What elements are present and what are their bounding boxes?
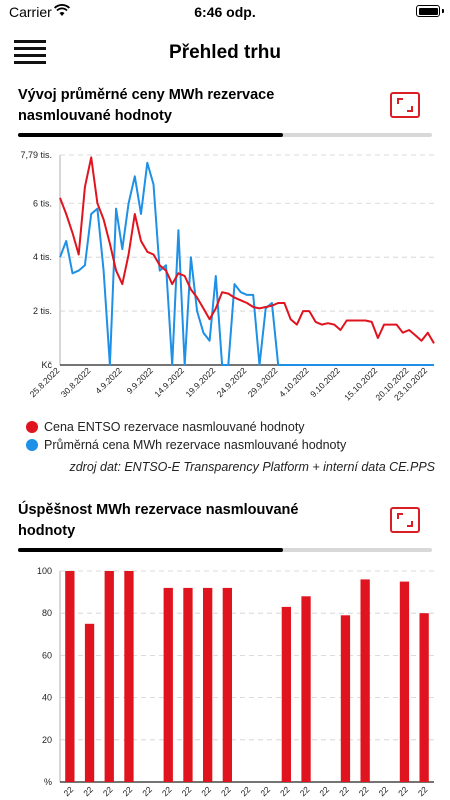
y-tick-label: 60	[42, 650, 52, 660]
page-title: Přehled trhu	[169, 42, 281, 63]
y-tick-label: 20	[42, 735, 52, 745]
y-tick-label: 100	[37, 566, 52, 576]
x-tick-label: 22	[337, 784, 351, 798]
x-tick-label: 22	[180, 784, 194, 798]
bar	[104, 571, 114, 782]
carrier-label: Carrier	[9, 4, 52, 20]
x-tick-label: 14.9.2022	[152, 365, 186, 399]
x-tick-label: 22	[121, 784, 135, 798]
series-line-entso	[59, 156, 435, 344]
navigation-bar: Přehled trhu	[0, 30, 450, 76]
wifi-icon	[54, 4, 70, 16]
x-tick-label: 22	[140, 784, 154, 798]
legend-item-entso: Cena ENTSO rezervace nasmlouvané hodnoty	[26, 418, 346, 436]
x-tick-label: 22	[61, 784, 75, 798]
x-tick-label: 22	[376, 784, 390, 798]
battery-icon	[416, 5, 444, 17]
x-tick-label: 22	[278, 784, 292, 798]
y-tick-label: 2 tis.	[33, 306, 52, 316]
x-tick-label: 22	[357, 784, 371, 798]
x-tick-label: 22	[101, 784, 115, 798]
x-tick-label: 19.9.2022	[183, 365, 217, 399]
price-chart-expand-button[interactable]	[390, 92, 420, 118]
legend-label: Cena ENTSO rezervace nasmlouvané hodnoty	[44, 420, 305, 434]
x-tick-label: 22	[160, 784, 174, 798]
legend-label: Průměrná cena MWh rezervace nasmlouvané …	[44, 438, 347, 452]
y-tick-label: Kč	[41, 360, 52, 370]
y-tick-label: %	[44, 777, 52, 787]
y-tick-label: 4 tis.	[33, 252, 52, 262]
price-chart-progress	[18, 133, 432, 137]
x-tick-label: 22	[396, 784, 410, 798]
bar	[222, 587, 232, 782]
x-tick-label: 9.10.2022	[308, 365, 342, 399]
price-line-chart: Kč 2 tis. 4 tis. 6 tis. 7,79 tis. 25.8.202230…	[20, 150, 435, 402]
x-tick-label: 22	[298, 784, 312, 798]
x-tick-label: 22	[219, 784, 233, 798]
legend-marker-red	[26, 421, 38, 433]
success-chart-progress-fill	[18, 548, 283, 552]
clock: 6:46 odp.	[194, 4, 256, 20]
bar	[124, 571, 134, 782]
success-chart-title: Úspěšnost MWh rezervace nasmlouvané hodn…	[18, 502, 299, 539]
data-source-note: zdroj dat: ENTSO-E Transparency Platform…	[69, 460, 435, 474]
y-tick-label: 40	[42, 693, 52, 703]
x-tick-label: 22	[199, 784, 213, 798]
success-bar-chart: % 20 40 60 80 100 22 22 22 22 22 22 22 22 22 22 22 22 22 22…	[37, 566, 434, 798]
y-tick-label: 6 tis.	[33, 198, 52, 208]
bar	[203, 587, 213, 782]
x-tick-label: 22	[258, 784, 272, 798]
expand-icon	[397, 98, 413, 112]
x-tick-label: 9.9.2022	[124, 365, 155, 396]
success-chart-progress	[18, 548, 432, 552]
bar	[399, 581, 410, 782]
bar	[65, 571, 75, 782]
x-tick-label: 25.8.2022	[28, 365, 62, 399]
bar	[84, 623, 95, 783]
x-tick-label: 22	[239, 784, 253, 798]
price-chart-legend: Cena ENTSO rezervace nasmlouvané hodnoty…	[26, 418, 346, 454]
bar	[340, 615, 351, 782]
x-tick-label: 4.10.2022	[277, 365, 311, 399]
status-bar: Carrier 6:46 odp.	[0, 0, 450, 26]
x-tick-label: 29.9.2022	[246, 365, 280, 399]
x-tick-label: 22	[317, 784, 331, 798]
bar	[419, 613, 429, 782]
bar	[183, 587, 193, 782]
hamburger-menu-button[interactable]	[14, 40, 46, 66]
legend-marker-blue	[26, 439, 38, 451]
bar	[301, 596, 311, 782]
legend-item-average: Průměrná cena MWh rezervace nasmlouvané …	[26, 436, 346, 454]
success-chart-expand-button[interactable]	[390, 507, 420, 533]
x-tick-label: 22	[81, 784, 95, 798]
bar	[281, 606, 291, 782]
x-tick-label: 22	[416, 784, 430, 798]
y-tick-label: 7,79 tis.	[20, 150, 52, 160]
x-tick-label: 24.9.2022	[215, 365, 249, 399]
price-chart-progress-fill	[18, 133, 283, 137]
x-tick-label: 4.9.2022	[93, 365, 124, 396]
y-tick-label: 80	[42, 608, 52, 618]
bar	[360, 579, 370, 782]
price-chart-title: Vývoj průměrné ceny MWh rezervace nasmlo…	[18, 87, 275, 124]
series-line-average	[59, 161, 434, 366]
x-tick-label: 30.8.2022	[59, 365, 93, 399]
expand-icon	[397, 513, 413, 527]
bar	[163, 587, 173, 782]
